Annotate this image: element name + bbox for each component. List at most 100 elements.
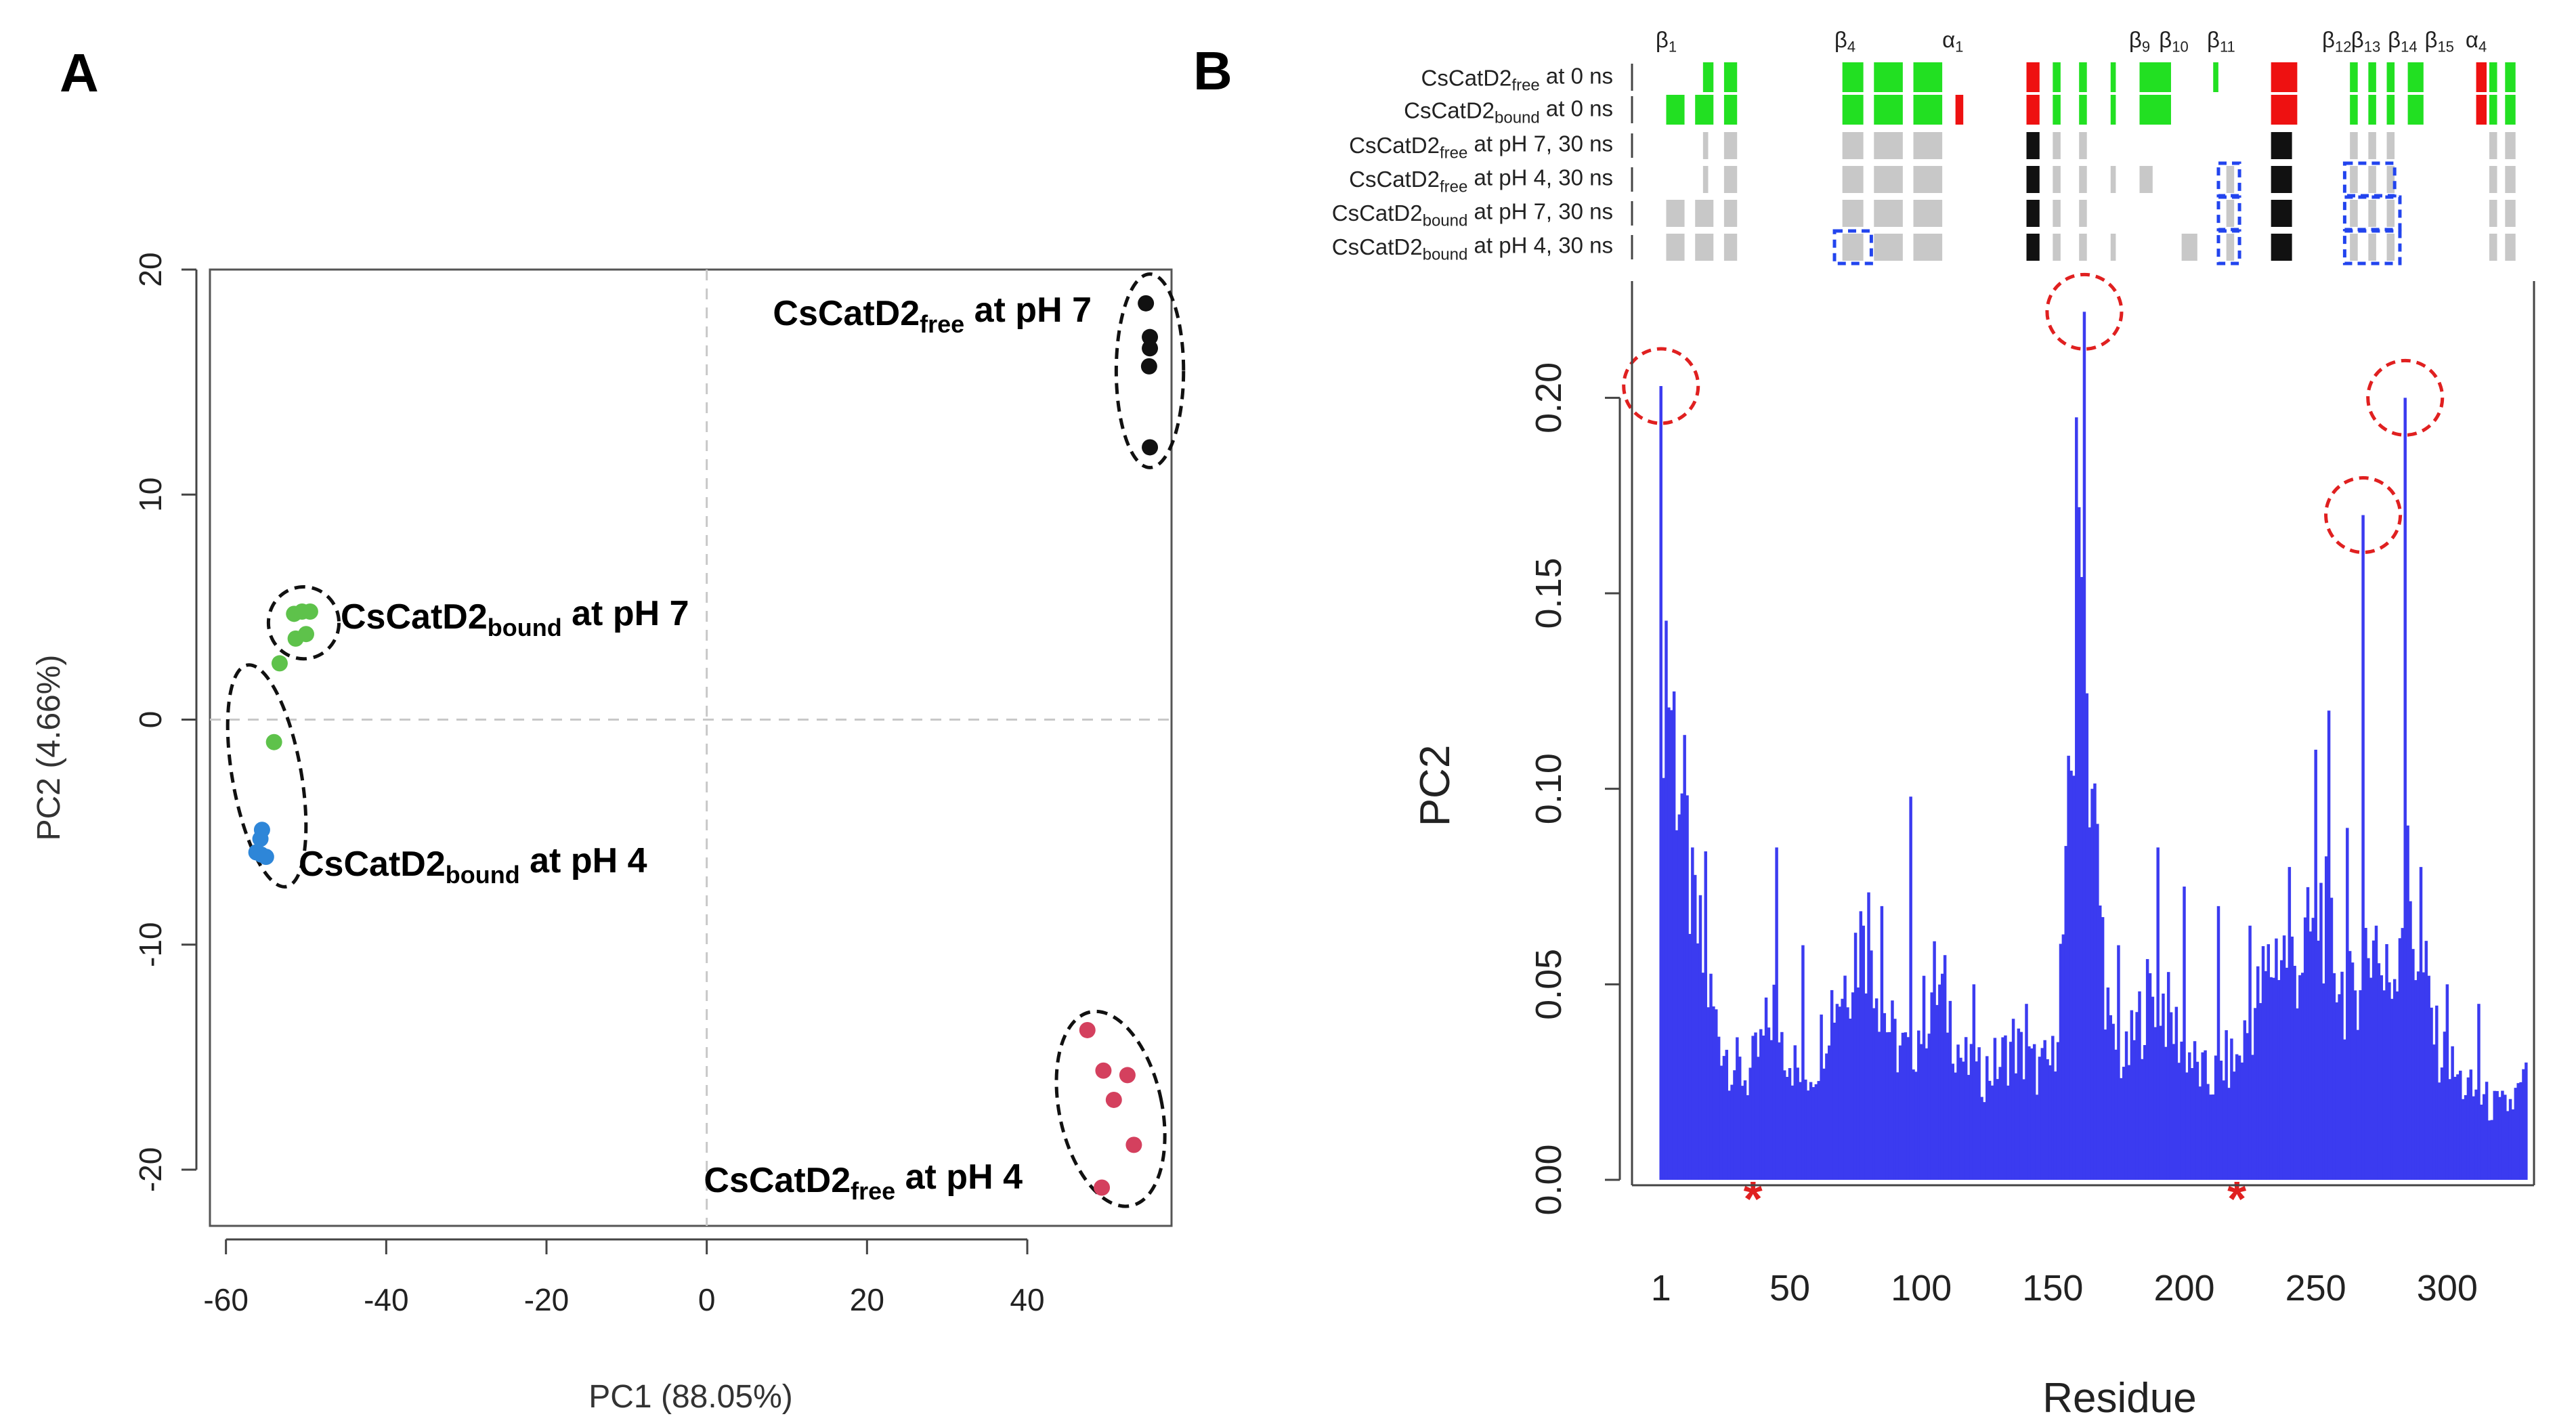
panel-b-bar (1659, 386, 1662, 1180)
panel-b-bar (2296, 1008, 2299, 1180)
panel-b-bar (2169, 1012, 2173, 1180)
panel-b-bar (2025, 1004, 2028, 1180)
panel-b-strand-segment (2350, 234, 2358, 261)
panel-b-strand-segment (2489, 62, 2497, 92)
panel-b-bar (2256, 966, 2260, 1180)
panel-b-strand-segment (2053, 166, 2061, 193)
panel-b-x-axis-title: Residue (2042, 1375, 2196, 1422)
panel-b-bar (2514, 1088, 2518, 1180)
panel-b-bar (1804, 1080, 1807, 1180)
panel-b-bar (1919, 1044, 1923, 1180)
panel-b-bar (2172, 1044, 2176, 1180)
panel-b-bar (1667, 707, 1671, 1180)
panel-a-scatter: -60 -40 -20 0 20 40 -20 -10 0 10 20 CsCatD2free a… (31, 252, 1186, 1415)
panel-b-bar (2151, 996, 2155, 1180)
panel-b-bar (1904, 1032, 1908, 1180)
panel-b-bar (2069, 770, 2073, 1180)
panel-b-bar (2106, 987, 2110, 1180)
panel-b-residue-asterisk-marker: * (2227, 1172, 2246, 1227)
panel-b-bar (2464, 1094, 2468, 1180)
panel-b-strand-segment (2079, 166, 2087, 193)
panel-b-secondary-structure-label: α1 (1942, 27, 1963, 56)
panel-b-bar (2380, 975, 2384, 1180)
panel-b-bar (1946, 1032, 1950, 1180)
panel-a-cluster-label-2: CsCatD2bound at pH 7 (341, 594, 689, 641)
panel-b-bar (2216, 906, 2220, 1180)
panel-a-point-series-4 (1105, 1091, 1122, 1108)
panel-b-bar (2501, 1090, 2504, 1180)
panel-b-bar (1972, 984, 1976, 1180)
panel-b-bar (1691, 847, 1694, 1180)
panel-b-strand-segment (1842, 234, 1864, 261)
panel-b-bar (1951, 1063, 1955, 1180)
panel-b-bar (2353, 990, 2357, 1180)
panel-b-bar (1757, 1057, 1760, 1180)
panel-b-bar (2361, 515, 2365, 1180)
panel-b-bar (2414, 980, 2418, 1180)
panel-b-bar (1730, 1084, 1734, 1180)
panel-b-bar (2504, 1094, 2507, 1180)
panel-b-bar (1891, 1000, 1894, 1180)
panel-b-bar (2246, 1033, 2249, 1180)
panel-b-helix-segment (2026, 200, 2040, 227)
panel-b-bar (1853, 933, 1858, 1180)
panel-b-bar (1993, 1038, 1997, 1180)
panel-b-bar (2374, 925, 2378, 1180)
panel-b-bar (2480, 1104, 2483, 1180)
panel-b-strand-segment (1874, 200, 1903, 227)
panel-b-bar (2030, 1048, 2034, 1180)
panel-b-bar (1980, 1097, 1983, 1180)
panel-b-bar (2254, 1008, 2257, 1180)
panel-b-bar (2459, 1070, 2462, 1180)
panel-b-bar (2443, 1031, 2447, 1180)
panel-b-bar (1856, 987, 1860, 1180)
panel-b-bar (1698, 895, 1702, 1180)
panel-b-bar (2056, 1042, 2060, 1180)
panel-b-bar (2482, 1094, 2486, 1180)
panel-b-bar (2258, 1003, 2262, 1180)
panel-a-point-series-1 (1138, 295, 1155, 312)
panel-b-helix-segment (2026, 62, 2040, 92)
panel-b-bar (2120, 1078, 2123, 1180)
panel-b-bar (2093, 783, 2097, 1180)
panel-b-bar (2075, 417, 2078, 1181)
panel-b-bar (2288, 867, 2292, 1180)
panel-a-point-series-3 (252, 830, 269, 847)
panel-b-bar (2122, 1067, 2126, 1180)
panel-b-x-tick-label: 200 (2153, 1268, 2214, 1309)
panel-b-bar (2082, 312, 2086, 1180)
panel-b-bar (2080, 576, 2084, 1180)
panel-b-bar (2427, 975, 2430, 1180)
panel-b-helix-segment (2026, 166, 2040, 193)
panel-b-bar (2132, 1040, 2136, 1180)
panel-b-bar (2311, 918, 2315, 1180)
panel-b-bar (2385, 944, 2388, 1180)
panel-a-frame (209, 268, 1173, 1227)
panel-b-bar (2035, 1094, 2039, 1180)
panel-b-strand-segment (2489, 95, 2497, 125)
panel-b-bar (2072, 775, 2076, 1180)
panel-b-bar (2251, 1055, 2254, 1180)
panel-a-point-series-1 (1142, 340, 1159, 357)
panel-b-bar (2477, 1004, 2481, 1180)
panel-a-point-series-2 (298, 626, 314, 643)
panel-b-bar (1677, 814, 1681, 1180)
panel-b-bar (2096, 824, 2099, 1180)
panel-b-bar (2206, 1084, 2210, 1180)
panel-b-bar (1748, 1067, 1752, 1180)
panel-b-bar (1988, 1080, 1992, 1180)
panel-b-bar (2145, 959, 2149, 1180)
panel-b-bar (2009, 1042, 2013, 1180)
panel-a-x-tick-label: -40 (364, 1282, 408, 1317)
panel-b-bar (2156, 847, 2160, 1180)
panel-b-bar (2472, 1096, 2475, 1180)
panel-b-peak-highlight-circle (1622, 347, 1700, 425)
panel-b-strand-segment (2079, 62, 2087, 92)
panel-b-bar (2453, 1076, 2457, 1180)
panel-b-helix-segment (2026, 95, 2040, 125)
panel-a-point-series-4 (1079, 1021, 1096, 1038)
panel-a-x-axis-title: PC1 (88.05%) (588, 1379, 792, 1415)
panel-b-strand-segment (1723, 95, 1738, 125)
panel-b-strand-segment (2110, 234, 2116, 261)
